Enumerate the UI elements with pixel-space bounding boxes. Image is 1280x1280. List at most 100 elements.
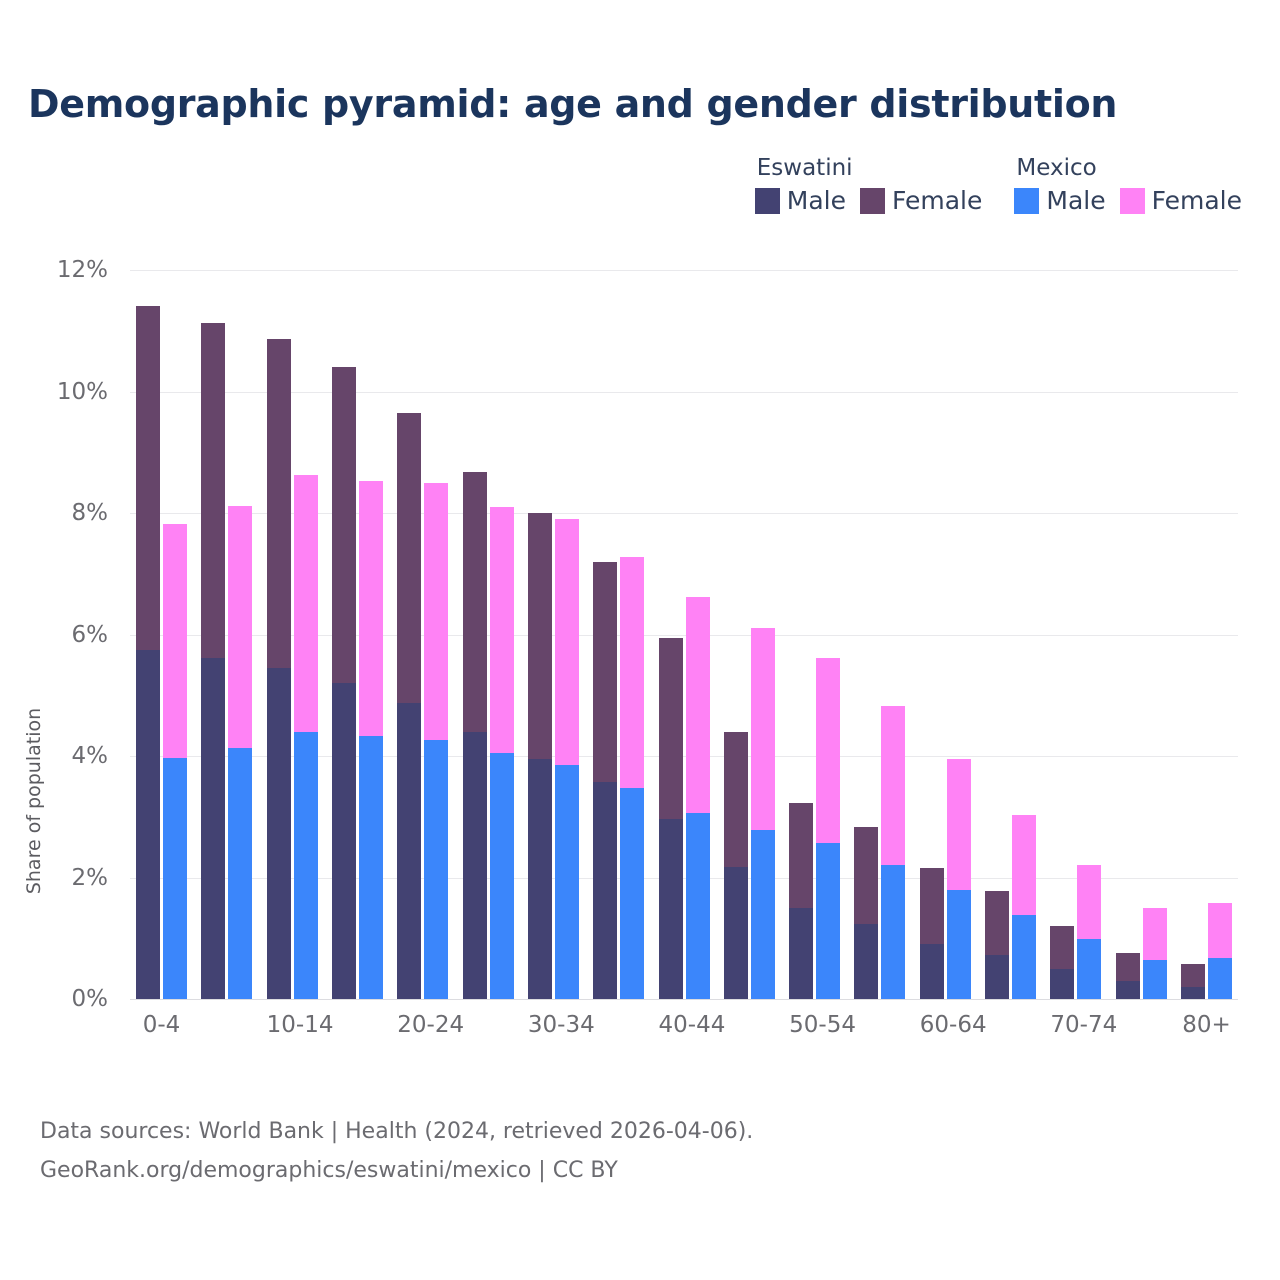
bar-segment-eswatini-female — [919, 867, 944, 945]
chart-footer: Data sources: World Bank | Health (2024,… — [40, 1112, 753, 1190]
bar-mexico-15-19[interactable] — [358, 480, 383, 999]
bar-mexico-70-74[interactable] — [1077, 865, 1102, 999]
bar-mexico-65-69[interactable] — [1012, 814, 1037, 999]
bar-segment-eswatini-male — [789, 907, 814, 999]
bar-eswatini-30-34[interactable] — [527, 513, 552, 999]
bar-mexico-35-39[interactable] — [620, 557, 645, 999]
bar-eswatini-55-59[interactable] — [854, 827, 879, 999]
bar-eswatini-75-79[interactable] — [1115, 952, 1140, 999]
bar-segment-eswatini-female — [462, 472, 487, 732]
y-axis-tick-label: 4% — [71, 743, 109, 769]
bar-eswatini-80+[interactable] — [1181, 964, 1205, 999]
bar-eswatini-65-69[interactable] — [985, 890, 1010, 999]
bar-eswatini-10-14[interactable] — [266, 338, 291, 999]
bar-segment-eswatini-male — [1115, 980, 1140, 999]
bar-segment-eswatini-male — [854, 924, 879, 999]
x-axis-tick-label: 20-24 — [397, 1012, 465, 1038]
bar-mexico-40-44[interactable] — [685, 596, 710, 999]
bar-segment-eswatini-male — [266, 667, 291, 999]
bar-mexico-25-29[interactable] — [489, 506, 514, 999]
bar-segment-mexico-male — [1208, 957, 1232, 999]
age-group-15-19 — [331, 270, 383, 999]
bar-eswatini-40-44[interactable] — [658, 637, 683, 999]
y-axis-tick-label: 6% — [71, 621, 109, 648]
gridline — [130, 634, 1238, 636]
chart-legend: Eswatini Male Female Mexico Male Female — [754, 155, 1242, 215]
legend-item-label: Male — [786, 186, 846, 215]
bar-mexico-60-64[interactable] — [946, 759, 971, 999]
x-axis-tick-label: 30-34 — [527, 1012, 595, 1038]
age-group-0-4 — [136, 270, 187, 999]
bar-segment-mexico-female — [554, 519, 579, 766]
gridline — [130, 877, 1238, 879]
x-axis: 0-4 10-14 20-24 30-34 40-44 50-54 60-64 70-74 80… — [130, 1012, 1238, 1052]
bar-segment-mexico-female — [163, 523, 187, 758]
bar-segment-eswatini-male — [593, 782, 618, 999]
bar-segment-eswatini-female — [266, 338, 291, 668]
bar-segment-mexico-male — [881, 865, 906, 999]
x-axis-tick-blank — [985, 1012, 1036, 1052]
bar-eswatini-20-24[interactable] — [397, 413, 422, 999]
bar-eswatini-5-9[interactable] — [201, 323, 226, 999]
age-group-80+ — [1181, 270, 1232, 999]
bar-segment-eswatini-female — [658, 637, 683, 819]
bar-segment-eswatini-male — [985, 954, 1010, 999]
bar-mexico-20-24[interactable] — [424, 483, 449, 999]
bar-mexico-10-14[interactable] — [293, 475, 318, 999]
bar-segment-mexico-male — [424, 739, 449, 999]
bar-segment-mexico-female — [1012, 814, 1037, 916]
bar-mexico-30-34[interactable] — [554, 519, 579, 999]
x-axis-tick-label: 70-74 — [1050, 1012, 1118, 1038]
bar-segment-mexico-female — [293, 475, 318, 732]
y-axis-tick-label: 0% — [71, 986, 109, 1012]
bar-eswatini-35-39[interactable] — [593, 561, 618, 999]
bar-segment-mexico-female — [1142, 907, 1167, 960]
legend-item-mexico-male[interactable]: Male — [1014, 188, 1106, 214]
bar-mexico-0-4[interactable] — [163, 523, 187, 999]
bar-mexico-75-79[interactable] — [1142, 907, 1167, 999]
x-axis-tick-label: 10-14 — [266, 1012, 334, 1038]
bar-segment-eswatini-female — [527, 513, 552, 760]
bar-eswatini-60-64[interactable] — [919, 867, 944, 999]
y-axis-tick-label: 8% — [71, 500, 109, 526]
bar-segment-eswatini-male — [1181, 986, 1205, 999]
legend-swatch-icon — [1014, 188, 1040, 214]
bar-segment-eswatini-male — [658, 818, 683, 999]
bar-segment-mexico-male — [163, 757, 187, 999]
bar-mexico-80+[interactable] — [1208, 903, 1232, 999]
bar-eswatini-15-19[interactable] — [331, 367, 356, 999]
x-axis-tick-blank — [463, 1012, 514, 1052]
bar-segment-mexico-male — [816, 843, 841, 999]
age-group-70-74 — [1050, 270, 1102, 999]
gridline — [130, 756, 1238, 757]
plot-area — [130, 270, 1238, 1000]
bar-mexico-55-59[interactable] — [881, 705, 906, 999]
bar-eswatini-50-54[interactable] — [789, 802, 814, 999]
bar-segment-mexico-male — [228, 748, 253, 999]
legend-item-eswatini-male[interactable]: Male — [754, 186, 846, 215]
legend-swatch-icon — [1119, 188, 1145, 214]
x-axis-tick-label: 60-64 — [919, 1012, 987, 1038]
bar-segment-mexico-male — [1142, 959, 1167, 999]
y-axis-tick-label: 10% — [56, 378, 108, 405]
bar-segment-eswatini-male — [201, 657, 226, 999]
age-group-65-69 — [985, 270, 1037, 999]
bar-segment-mexico-female — [358, 480, 383, 736]
bar-mexico-5-9[interactable] — [228, 506, 253, 999]
x-axis-tick-label: 40-44 — [658, 1012, 726, 1038]
legend-item-label: Female — [891, 186, 983, 215]
legend-entries: Male Female — [754, 186, 983, 215]
bar-eswatini-45-49[interactable] — [723, 731, 748, 999]
bar-mexico-45-49[interactable] — [750, 628, 775, 999]
bar-segment-mexico-male — [489, 752, 514, 999]
bar-eswatini-0-4[interactable] — [136, 306, 160, 999]
legend-item-mexico-female[interactable]: Female — [1119, 188, 1242, 214]
legend-item-eswatini-female[interactable]: Female — [859, 186, 983, 215]
x-axis-tick-label: 50-54 — [789, 1012, 856, 1038]
x-axis-tick-blank — [1116, 1012, 1167, 1052]
bar-eswatini-25-29[interactable] — [462, 472, 487, 999]
bar-segment-eswatini-female — [136, 306, 160, 650]
x-axis-tick-blank — [201, 1012, 252, 1052]
bar-mexico-50-54[interactable] — [816, 658, 841, 999]
bar-eswatini-70-74[interactable] — [1050, 926, 1075, 999]
